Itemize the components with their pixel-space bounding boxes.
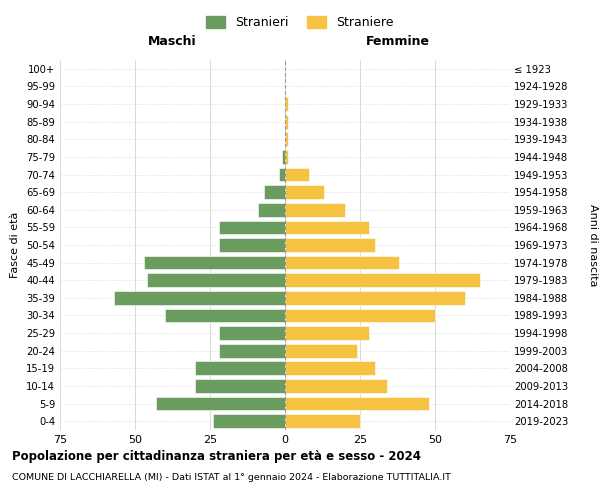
Bar [285,256,399,270]
Bar [258,203,285,216]
Bar [285,186,324,199]
Bar [285,326,369,340]
Bar [285,168,309,181]
Bar [213,414,285,428]
Text: Femmine: Femmine [365,34,430,48]
Bar [285,274,480,287]
Bar [285,362,375,375]
Bar [219,220,285,234]
Bar [195,379,285,393]
Bar [219,326,285,340]
Bar [285,414,360,428]
Text: Popolazione per cittadinanza straniera per età e sesso - 2024: Popolazione per cittadinanza straniera p… [12,450,421,463]
Bar [144,256,285,270]
Bar [156,396,285,410]
Bar [165,308,285,322]
Bar [285,344,357,358]
Bar [147,274,285,287]
Bar [285,238,375,252]
Bar [195,362,285,375]
Bar [279,168,285,181]
Y-axis label: Anni di nascita: Anni di nascita [588,204,598,286]
Legend: Stranieri, Straniere: Stranieri, Straniere [202,11,398,34]
Bar [285,379,387,393]
Text: Maschi: Maschi [148,34,197,48]
Bar [219,238,285,252]
Bar [285,97,288,111]
Bar [264,186,285,199]
Bar [114,291,285,304]
Bar [285,132,288,146]
Text: COMUNE DI LACCHIARELLA (MI) - Dati ISTAT al 1° gennaio 2024 - Elaborazione TUTTI: COMUNE DI LACCHIARELLA (MI) - Dati ISTAT… [12,472,451,482]
Bar [285,203,345,216]
Y-axis label: Fasce di età: Fasce di età [10,212,20,278]
Bar [285,150,288,164]
Bar [285,291,465,304]
Bar [285,308,435,322]
Bar [219,344,285,358]
Bar [285,220,369,234]
Bar [285,115,288,128]
Bar [282,150,285,164]
Bar [285,396,429,410]
